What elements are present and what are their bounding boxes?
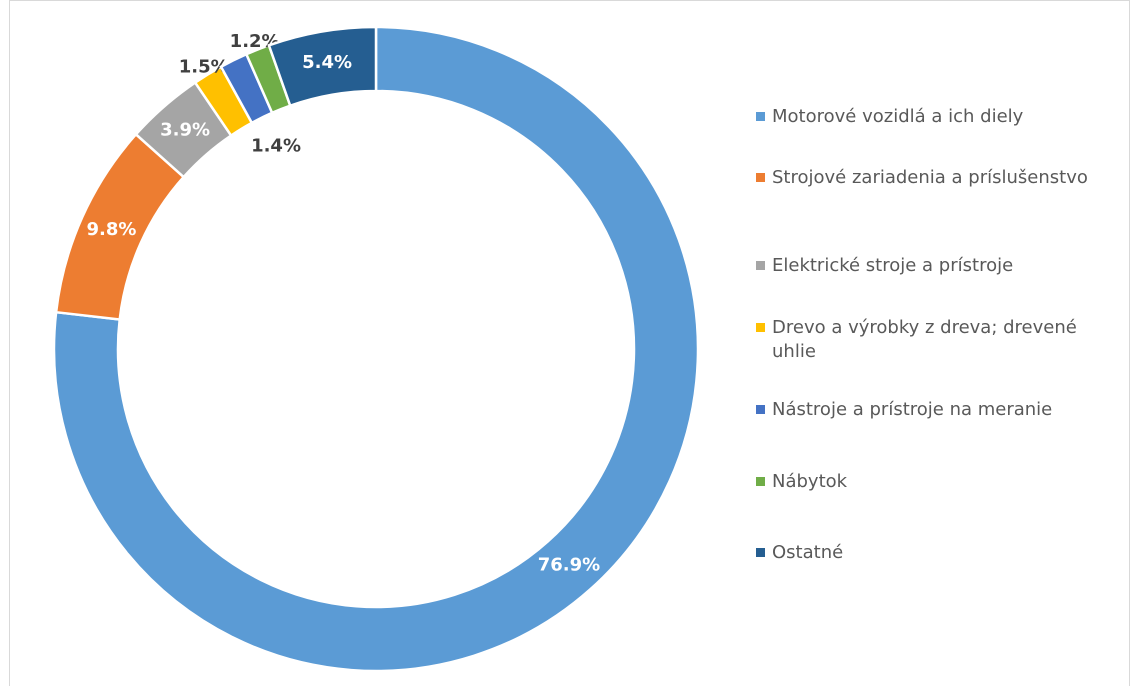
legend-swatch bbox=[756, 173, 765, 182]
data-label: 5.4% bbox=[302, 52, 352, 73]
legend-swatch bbox=[756, 112, 765, 121]
legend-item: Drevo a výrobky z dreva; drevené uhlie bbox=[756, 316, 1116, 364]
legend-label: Strojové zariadenia a príslušenstvo bbox=[772, 167, 1088, 188]
legend-label: Nástroje a prístroje na meranie bbox=[772, 399, 1053, 420]
data-label: 3.9% bbox=[160, 120, 210, 141]
legend-item: Nástroje a prístroje na meranie bbox=[756, 398, 1116, 422]
legend-item: Strojové zariadenia a príslušenstvo bbox=[756, 166, 1116, 190]
donut-segment bbox=[52, 25, 700, 673]
legend-label: Drevo a výrobky z dreva; drevené uhlie bbox=[772, 317, 1077, 362]
chart-border bbox=[9, 0, 1130, 686]
data-label: 9.8% bbox=[86, 219, 136, 240]
legend-swatch bbox=[756, 261, 765, 270]
legend-swatch bbox=[756, 405, 765, 414]
donut-plot: 76.9% 9.8% 3.9% 1.5% 1.4% 1.2% 5.4% bbox=[52, 25, 700, 673]
data-label: 1.5% bbox=[179, 57, 229, 78]
legend-item: Motorové vozidlá a ich diely bbox=[756, 105, 1116, 129]
legend-label: Nábytok bbox=[772, 471, 848, 492]
donut-segment bbox=[267, 25, 378, 108]
legend-swatch bbox=[756, 477, 765, 486]
legend-item: Ostatné bbox=[756, 541, 1116, 565]
legend-item: Elektrické stroje a prístroje bbox=[756, 254, 1116, 278]
legend-label: Ostatné bbox=[772, 542, 844, 563]
legend-swatch bbox=[756, 323, 765, 332]
data-label: 76.9% bbox=[538, 554, 600, 575]
legend-label: Elektrické stroje a prístroje bbox=[772, 255, 1014, 276]
legend-item: Nábytok bbox=[756, 470, 1116, 494]
legend-label: Motorové vozidlá a ich diely bbox=[772, 106, 1024, 127]
data-label: 1.4% bbox=[251, 135, 301, 156]
legend-swatch bbox=[756, 548, 765, 557]
data-label: 1.2% bbox=[230, 31, 280, 52]
